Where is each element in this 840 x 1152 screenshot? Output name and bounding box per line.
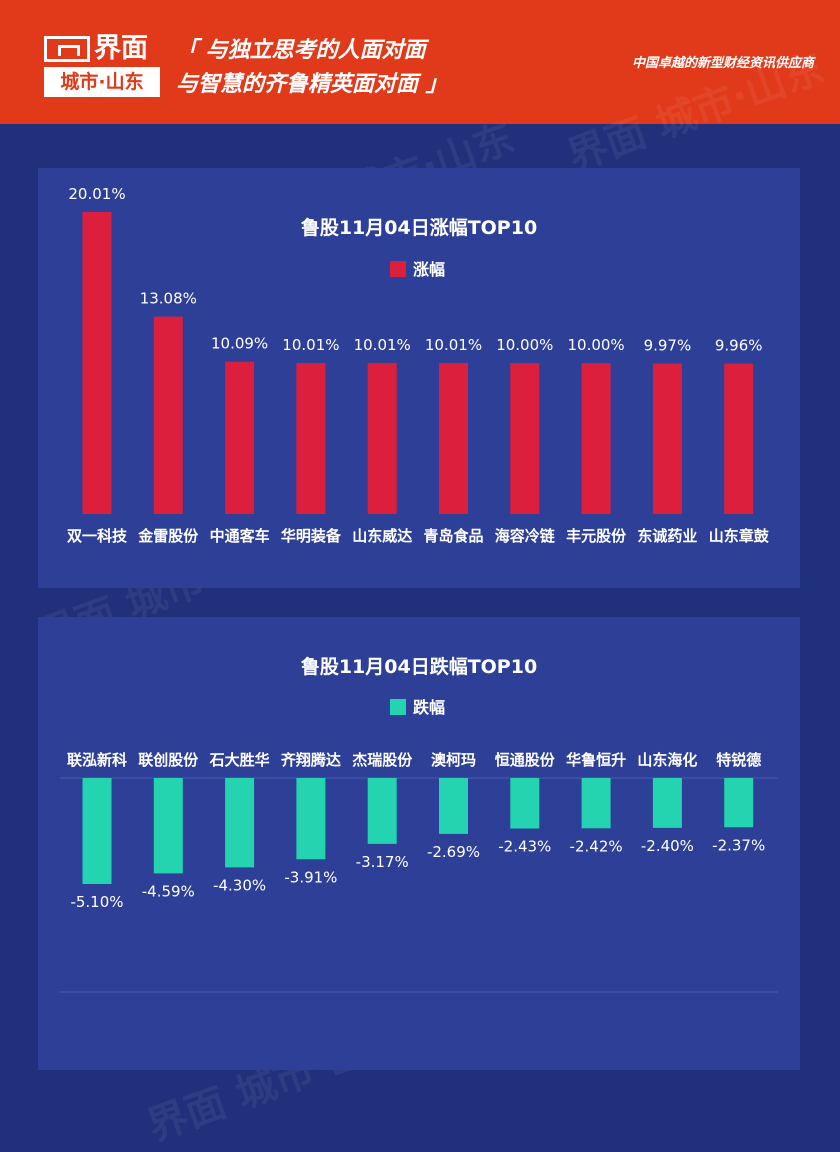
category-label: 联泓新科 xyxy=(67,751,127,769)
category-label: 澳柯玛 xyxy=(431,751,476,769)
category-label: 华鲁恒升 xyxy=(566,751,626,769)
data-label: 10.01% xyxy=(425,336,482,354)
data-label: 10.01% xyxy=(282,336,339,354)
bar xyxy=(439,778,468,834)
data-label: 10.09% xyxy=(211,335,268,353)
data-label: 10.00% xyxy=(567,336,624,354)
data-label: -2.37% xyxy=(712,836,765,854)
data-label: -3.17% xyxy=(356,853,409,871)
header-banner: 界面 城市·山东 「 与独立思考的人面对面 与智慧的齐鲁精英面对面 」 中国卓越… xyxy=(0,0,840,124)
bar xyxy=(153,316,183,514)
bar xyxy=(82,778,112,884)
category-label: 山东海化 xyxy=(637,751,697,769)
logo-name: 界面 xyxy=(94,33,148,64)
legend-label: 跌幅 xyxy=(413,698,445,717)
chart-title: 鲁股11月04日涨幅TOP10 xyxy=(300,216,537,239)
legend-label: 涨幅 xyxy=(413,260,445,279)
data-label: -2.40% xyxy=(641,837,694,855)
category-label: 东诚药业 xyxy=(637,527,697,545)
legend-swatch xyxy=(390,699,406,715)
category-label: 联创股份 xyxy=(138,751,199,769)
category-label: 青岛食品 xyxy=(423,527,483,545)
data-label: -4.59% xyxy=(142,882,195,900)
bar xyxy=(296,362,326,514)
bar xyxy=(367,778,397,844)
bar xyxy=(153,778,183,874)
logo-city-badge: 城市·山东 xyxy=(44,67,160,97)
logo-icon xyxy=(44,36,90,62)
category-label: 恒通股份 xyxy=(495,751,556,769)
bar xyxy=(581,778,611,829)
tagline: 中国卓越的新型财经资讯供应商 xyxy=(631,56,814,71)
bar xyxy=(367,362,397,514)
category-label: 杰瑞股份 xyxy=(352,751,413,769)
slogan-line-2: 与智慧的齐鲁精英面对面 」 xyxy=(176,72,448,97)
category-label: 金雷股份 xyxy=(137,527,199,545)
category-label: 齐翔腾达 xyxy=(281,751,341,769)
category-label: 中通客车 xyxy=(210,527,270,545)
bar xyxy=(296,778,326,860)
gainers-chart: 鲁股11月04日涨幅TOP10 涨幅 20.01% 双一科技 13.08% 金雷股份 10.… xyxy=(67,185,770,545)
data-label: 9.96% xyxy=(715,337,763,355)
data-label: -3.91% xyxy=(284,868,337,886)
data-label: -4.30% xyxy=(213,876,266,894)
bar xyxy=(225,778,255,868)
losers-panel: 鲁股11月04日跌幅TOP10 跌幅联泓新科 -5.10% 联创股份 -4.59% 石大胜… xyxy=(38,617,800,1070)
bar xyxy=(510,363,540,514)
jiemian-logo: 界面 xyxy=(44,34,162,64)
gainers-panel: 鲁股11月04日涨幅TOP10 涨幅 20.01% 双一科技 13.08% 金雷股份 10.… xyxy=(38,168,800,588)
category-label: 山东章鼓 xyxy=(709,527,770,545)
bar xyxy=(225,361,255,514)
category-label: 华明装备 xyxy=(281,527,342,545)
data-label: 10.01% xyxy=(354,336,411,354)
chart-title: 鲁股11月04日跌幅TOP10 xyxy=(300,655,537,678)
slogan-line-1: 「 与独立思考的人面对面 xyxy=(176,38,426,63)
bar xyxy=(510,778,540,829)
category-label: 山东威达 xyxy=(352,527,412,545)
data-label: -2.42% xyxy=(570,837,623,855)
data-label: -2.43% xyxy=(498,838,551,856)
bar xyxy=(652,363,682,514)
bar xyxy=(82,212,112,514)
bar xyxy=(724,778,754,828)
bar xyxy=(439,362,468,514)
bar xyxy=(581,363,611,514)
category-label: 石大胜华 xyxy=(209,751,270,769)
data-label: 10.00% xyxy=(496,336,553,354)
data-label: 13.08% xyxy=(140,290,197,308)
data-label: -2.69% xyxy=(427,843,480,861)
data-label: 20.01% xyxy=(68,185,125,203)
category-label: 丰元股份 xyxy=(566,527,627,545)
category-label: 海容冷链 xyxy=(495,527,556,545)
data-label: -5.10% xyxy=(70,893,123,911)
legend-swatch xyxy=(390,261,406,277)
bar xyxy=(724,363,754,514)
category-label: 特锐德 xyxy=(716,751,761,769)
data-label: 9.97% xyxy=(644,337,692,355)
category-label: 双一科技 xyxy=(67,527,128,545)
bar xyxy=(652,778,682,828)
